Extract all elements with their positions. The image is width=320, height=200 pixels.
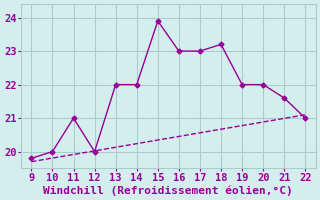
- X-axis label: Windchill (Refroidissement éolien,°C): Windchill (Refroidissement éolien,°C): [44, 185, 293, 196]
